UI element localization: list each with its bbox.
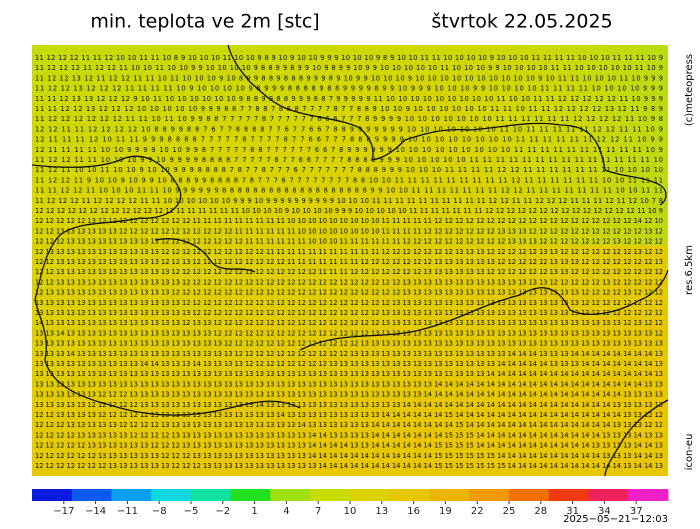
- model: icon-eu: [684, 434, 695, 471]
- grid-row: 11 12 12 11 11 10 10 10 9 9 10 9 9 9 9 8…: [35, 156, 663, 164]
- colorbar-label: −8: [152, 506, 167, 517]
- colorbar-segment: [509, 489, 550, 501]
- colorbar-segment: [548, 489, 589, 501]
- colorbar-segment: [191, 489, 232, 501]
- grid-row: 12 13 13 13 13 13 13 13 13 13 13 13 13 1…: [35, 289, 663, 297]
- grid-row: 12 12 12 12 12 13 13 13 13 13 13 12 12 1…: [35, 442, 663, 450]
- timestamp: 2025−05−21−12:03: [563, 514, 668, 525]
- grid-row: 11 12 12 13 12 12 12 11 11 11 11 10 9 10…: [35, 85, 663, 93]
- colorbar-segment: [151, 489, 192, 501]
- colorbar-segment: [469, 489, 510, 501]
- colorbar-segment: [350, 489, 391, 501]
- date: štvrtok 22.05.2025: [431, 11, 612, 33]
- resolution: res.6.5km: [684, 245, 695, 295]
- grid-row: 13 13 13 13 13 12 12 12 12 12 13 13 13 1…: [35, 401, 663, 409]
- colorbar-segment: [32, 489, 73, 501]
- colorbar-label: 7: [315, 506, 321, 517]
- grid-row: 12 12 12 12 12 13 12 12 12 12 12 12 12 1…: [35, 217, 663, 225]
- colorbar-segment: [230, 489, 271, 501]
- borders: [31, 44, 669, 477]
- colorbar-segment: [628, 489, 669, 501]
- colorbar-label: 22: [471, 506, 484, 517]
- grid-row: 14 13 13 13 13 13 13 13 13 13 13 13 13 1…: [35, 319, 663, 327]
- colorbar-segment: [429, 489, 470, 501]
- grid-row: 12 12 12 12 12 12 13 13 13 13 13 13 12 1…: [35, 452, 663, 460]
- grid-row: 11 11 12 12 13 12 12 12 10 10 10 10 10 9…: [35, 105, 663, 113]
- grid-row: 12 12 13 13 13 13 13 13 13 13 13 13 13 1…: [35, 268, 663, 276]
- grid-row: 12 12 12 12 12 12 12 12 12 12 12 12 11 1…: [35, 207, 663, 215]
- grid-row: 13 13 13 13 13 13 13 13 13 13 13 13 13 1…: [35, 370, 663, 378]
- grid-row: 11 12 12 13 12 11 12 12 11 11 10 11 10 1…: [35, 74, 663, 82]
- colorbar-label: 4: [283, 506, 289, 517]
- colorbar-label: 10: [344, 506, 357, 517]
- grid-row: 13 13 13 13 13 13 13 13 13 13 13 13 13 1…: [35, 380, 663, 388]
- grid-row: 11 11 12 13 13 12 12 12 9 10 11 10 10 10…: [35, 95, 663, 103]
- grid-row: 13 13 13 13 13 13 13 13 13 13 14 14 13 1…: [35, 360, 663, 368]
- colorbar-label: 34: [598, 506, 611, 517]
- grid-row: 12 12 12 13 13 13 13 13 13 13 13 13 12 1…: [35, 238, 663, 246]
- colorbar-label: 25: [503, 506, 516, 517]
- grid-row: 11 12 12 11 9 10 10 9 10 9 9 10 8 8 8 9 …: [35, 176, 663, 184]
- colorbar-segment: [310, 489, 351, 501]
- colorbar-segment: [588, 489, 629, 501]
- colorbar-label: 1: [251, 506, 257, 517]
- colorbar-label: 13: [375, 506, 388, 517]
- grid-row: 13 13 13 14 13 13 13 13 13 13 13 13 13 1…: [35, 350, 663, 358]
- grid-row: 13 13 13 13 13 13 12 12 12 13 13 13 13 1…: [35, 391, 663, 399]
- grid-row: 11 11 12 12 11 10 10 10 11 11 10 9 9 9 9…: [35, 187, 663, 195]
- colorbar-label: −5: [184, 506, 199, 517]
- grid-row: 11 12 12 12 12 12 12 11 11 10 11 10 9 9 …: [35, 115, 663, 123]
- grid-row: 12 12 12 13 13 13 13 13 12 12 12 12 13 1…: [35, 421, 663, 429]
- colorbar-label: −14: [85, 506, 106, 517]
- grid-row: 13 13 13 13 13 13 13 13 13 13 13 13 13 1…: [35, 309, 663, 317]
- colorbar-label: 19: [439, 506, 452, 517]
- colorbar-label: −2: [215, 506, 230, 517]
- colorbar-segment: [389, 489, 430, 501]
- grid-row: 12 11 11 11 12 10 11 11 9 9 9 8 8 8 8 7 …: [35, 136, 663, 144]
- colorbar-segment: [111, 489, 152, 501]
- grid-row: 11 12 12 12 11 12 12 12 12 11 11 10 10 1…: [35, 197, 663, 205]
- grid-row: 12 12 13 13 13 13 13 13 13 13 13 13 12 1…: [35, 258, 663, 266]
- grid-row: 13 13 14 13 13 13 13 13 13 13 13 13 13 1…: [35, 329, 663, 337]
- colorbar-segment: [270, 489, 311, 501]
- colorbar-label: −11: [117, 506, 138, 517]
- map-background-tint: [32, 45, 668, 245]
- colorbar-label: 37: [630, 506, 643, 517]
- grid-row: 12 12 13 13 13 13 12 12 12 12 12 13 13 1…: [35, 411, 663, 419]
- grid-row: 12 12 13 13 13 13 13 13 12 12 12 12 12 1…: [35, 227, 663, 235]
- grid-row: 11 12 12 12 11 12 12 11 10 10 11 10 10 9…: [35, 64, 663, 72]
- value-grid: 11 12 12 12 11 11 12 10 10 11 11 10 8 9 …: [35, 54, 663, 470]
- grid-row: 12 13 13 13 13 13 13 13 13 13 13 13 12 1…: [35, 248, 663, 256]
- colorbar-label: 31: [566, 506, 579, 517]
- grid-row: 12 11 11 11 11 10 10 9 9 9 9 10 10 9 9 8…: [35, 146, 663, 154]
- grid-row: 11 12 12 12 11 11 12 10 10 11 11 10 8 9 …: [35, 54, 663, 62]
- grid-row: 12 12 11 11 12 12 12 12 10 8 8 9 9 8 8 7…: [35, 125, 663, 133]
- grid-row: 12 12 12 12 12 12 12 13 13 13 13 13 13 1…: [35, 462, 663, 470]
- grid-row: 13 13 13 13 13 13 13 13 13 13 13 13 13 1…: [35, 299, 663, 307]
- colorbar-label: 28: [534, 506, 547, 517]
- grid-row: 13 13 13 13 13 13 13 13 13 13 13 13 13 1…: [35, 340, 663, 348]
- colorbar-label: −17: [53, 506, 74, 517]
- colorbar-segment: [71, 489, 112, 501]
- copyright: (c)meteopress: [684, 54, 695, 126]
- grid-row: 12 12 13 13 13 13 13 13 13 13 13 13 13 1…: [35, 278, 663, 286]
- grid-row: 12 12 12 12 13 13 13 13 13 12 12 12 12 1…: [35, 431, 663, 439]
- title: min. teplota ve 2m [stc]: [90, 11, 319, 33]
- colorbar-label: 16: [407, 506, 420, 517]
- colorbar: −17 −14 −11 −8 −5 −2 1 4 7 10 13 16 19 22 25 28 31 34 37: [32, 489, 669, 517]
- grid-row: 11 12 11 10 10 11 10 10 9 10 10 9 9 9 8 …: [35, 166, 663, 174]
